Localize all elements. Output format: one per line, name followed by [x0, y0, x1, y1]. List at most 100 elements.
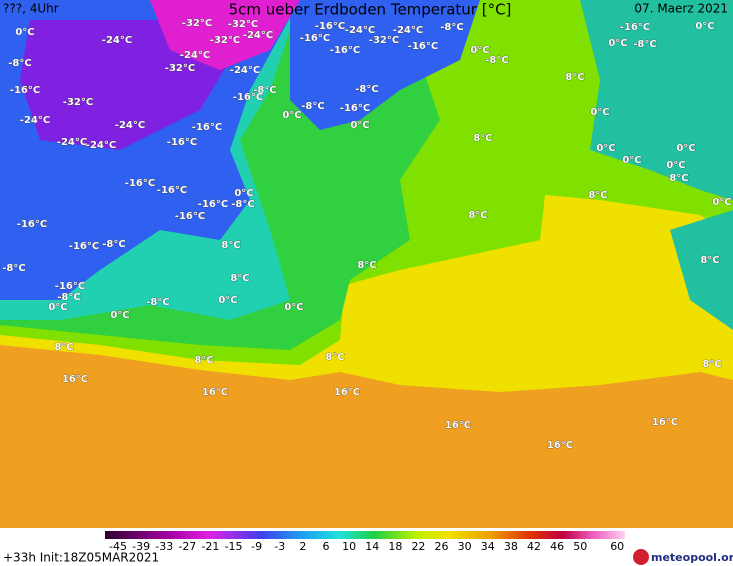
contour-label: 0°C — [596, 143, 615, 154]
contour-label: -24°C — [115, 120, 145, 131]
contour-label: 16°C — [652, 417, 678, 428]
contour-label: -16°C — [157, 185, 187, 196]
logo-text: meteopool.org — [651, 551, 733, 564]
contour-label: 0°C — [666, 160, 685, 171]
contour-label: 16°C — [202, 387, 228, 398]
contour-label: 0°C — [622, 155, 641, 166]
contour-label: -24°C — [57, 137, 87, 148]
contour-label: -8°C — [633, 39, 656, 50]
contour-label: -16°C — [620, 22, 650, 33]
contour-label: 16°C — [445, 420, 471, 431]
contour-label: 0°C — [284, 302, 303, 313]
logo-icon — [633, 549, 649, 565]
header-left: ???, 4Uhr — [3, 2, 59, 16]
contour-label: -32°C — [63, 97, 93, 108]
colorbar-tick-label: 38 — [504, 540, 518, 553]
colorbar-tick-label: 6 — [323, 540, 330, 553]
contour-label: 16°C — [62, 374, 88, 385]
colorbar-tick-label: 46 — [550, 540, 564, 553]
colorbar-tick-label: 18 — [388, 540, 402, 553]
contour-label: -16°C — [330, 45, 360, 56]
contour-label: 0°C — [48, 302, 67, 313]
contour-label: 16°C — [334, 387, 360, 398]
contour-label: 8°C — [702, 359, 721, 370]
contour-label: -16°C — [198, 199, 228, 210]
contour-label: -32°C — [228, 19, 258, 30]
contour-label: -8°C — [253, 85, 276, 96]
contour-label: 0°C — [676, 143, 695, 154]
contour-label: -24°C — [243, 30, 273, 41]
contour-label: 8°C — [230, 273, 249, 284]
contour-label: 8°C — [357, 260, 376, 271]
contour-label: 8°C — [54, 342, 73, 353]
colorbar-tick-label: 26 — [435, 540, 449, 553]
colorbar-tick-label: -3 — [274, 540, 285, 553]
contour-label: -8°C — [355, 84, 378, 95]
contour-label: -32°C — [210, 35, 240, 46]
colorbar-tick-label: 34 — [481, 540, 495, 553]
contour-label: 8°C — [565, 72, 584, 83]
contour-label: 0°C — [608, 38, 627, 49]
colorbar-tick-label: 2 — [299, 540, 306, 553]
contour-label: -16°C — [17, 219, 47, 230]
colorbar-tick-label: -21 — [201, 540, 219, 553]
contour-label: 8°C — [325, 352, 344, 363]
colorbar-tick-label: 30 — [458, 540, 472, 553]
contour-label: -16°C — [408, 41, 438, 52]
contour-label: -24°C — [102, 35, 132, 46]
colorbar-tick-label: -15 — [225, 540, 243, 553]
contour-label: 0°C — [695, 21, 714, 32]
contour-label: 0°C — [234, 188, 253, 199]
contour-label: -8°C — [57, 292, 80, 303]
contour-label: 8°C — [669, 173, 688, 184]
contour-label: -8°C — [301, 101, 324, 112]
contour-label: -24°C — [345, 25, 375, 36]
contour-label: -24°C — [86, 140, 116, 151]
contour-label: -16°C — [55, 281, 85, 292]
colorbar-tick-label: 42 — [527, 540, 541, 553]
contour-label: -24°C — [393, 25, 423, 36]
contour-label: -16°C — [315, 21, 345, 32]
colorbar-tick-label: -27 — [178, 540, 196, 553]
contour-label: -32°C — [369, 35, 399, 46]
colorbar-tick-label: -45 — [109, 540, 127, 553]
map-area — [0, 0, 733, 528]
contour-label: 8°C — [473, 133, 492, 144]
contour-label: 8°C — [221, 240, 240, 251]
contour-label: -16°C — [69, 241, 99, 252]
contour-label: -8°C — [102, 239, 125, 250]
date: 07. Maerz 2021 — [634, 2, 728, 16]
colorbar-tick-label: 60 — [610, 540, 624, 553]
contour-label: -24°C — [230, 65, 260, 76]
contour-label: -32°C — [182, 18, 212, 29]
contour-label: 0°C — [590, 107, 609, 118]
contour-label: 0°C — [470, 45, 489, 56]
contour-label: -16°C — [300, 33, 330, 44]
colorbar-tick-label: 50 — [573, 540, 587, 553]
map-title: 5cm ueber Erdboden Temperatur [°C] — [229, 1, 512, 19]
contour-label: -8°C — [8, 58, 31, 69]
contour-label: -8°C — [2, 263, 25, 274]
contour-label: 8°C — [700, 255, 719, 266]
contour-label: -32°C — [165, 63, 195, 74]
contour-label: -8°C — [440, 22, 463, 33]
colorbar-tick-label: -33 — [155, 540, 173, 553]
contour-label: -16°C — [340, 103, 370, 114]
contour-label: -16°C — [10, 85, 40, 96]
contour-label: -8°C — [146, 297, 169, 308]
colorbar-tick-label: -9 — [251, 540, 262, 553]
colorbar-tick-label: -39 — [132, 540, 150, 553]
contour-label: -16°C — [233, 92, 263, 103]
contour-label: 8°C — [468, 210, 487, 221]
contour-label: 0°C — [282, 110, 301, 121]
colorbar-tick-label: 14 — [365, 540, 379, 553]
contour-label: 8°C — [194, 355, 213, 366]
contour-label: -16°C — [175, 211, 205, 222]
contour-label: -24°C — [20, 115, 50, 126]
contour-label: -8°C — [485, 55, 508, 66]
contour-label: -16°C — [167, 137, 197, 148]
contour-label: 0°C — [350, 120, 369, 131]
contour-label: 0°C — [712, 197, 731, 208]
contour-label: -16°C — [192, 122, 222, 133]
